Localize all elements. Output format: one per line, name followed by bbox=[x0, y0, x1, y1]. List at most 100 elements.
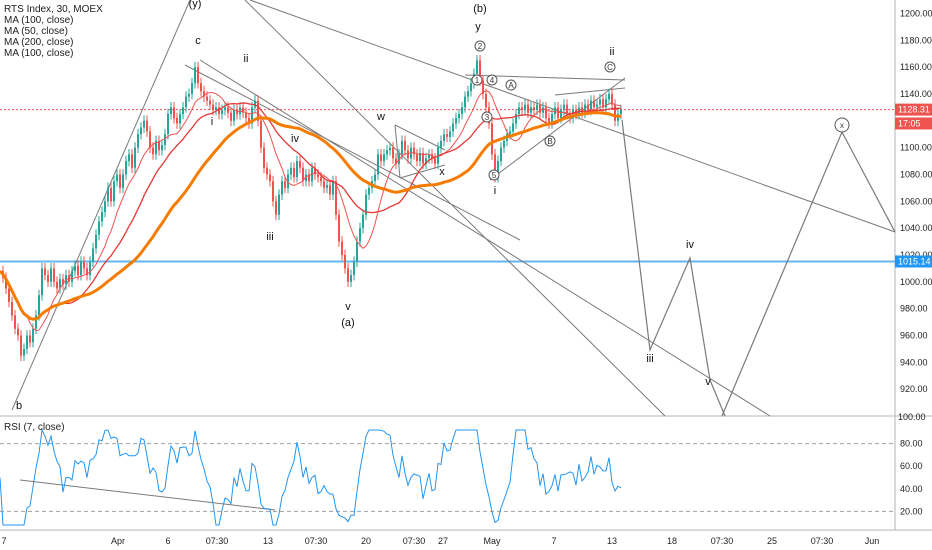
wave-label-12: i bbox=[494, 185, 496, 197]
symbol-title: RTS Index, 30, MOEX bbox=[4, 4, 103, 15]
candle-body-174 bbox=[521, 107, 523, 111]
rsi-tick-3: 80.00 bbox=[900, 439, 923, 449]
candle-body-81 bbox=[242, 107, 244, 113]
price-tick-13: 1180.00 bbox=[900, 35, 932, 45]
wave-label-7: v bbox=[345, 301, 351, 313]
candle-body-106 bbox=[317, 174, 319, 178]
candle-body-167 bbox=[500, 147, 502, 162]
circled-label-1: 1 bbox=[475, 76, 480, 85]
candle-body-168 bbox=[503, 140, 505, 148]
rsi-line bbox=[0, 428, 622, 526]
candle-body-42 bbox=[125, 161, 127, 175]
candle-body-12 bbox=[35, 315, 37, 329]
candle-body-15 bbox=[44, 268, 46, 276]
price-badge-1 bbox=[895, 117, 932, 130]
time-tick-2: 6 bbox=[165, 536, 170, 546]
candle-body-77 bbox=[230, 112, 232, 121]
candle-body-118 bbox=[353, 261, 355, 276]
candle-body-182 bbox=[545, 107, 547, 119]
candle-body-96 bbox=[287, 174, 289, 188]
candle-body-198 bbox=[593, 100, 595, 108]
candle-body-54 bbox=[161, 144, 163, 151]
candle-body-44 bbox=[131, 154, 133, 168]
candle-body-37 bbox=[110, 187, 112, 202]
circled-label-ring-0 bbox=[474, 40, 486, 52]
circled-label-ring-4 bbox=[488, 169, 500, 181]
rsi-tick-0: 20.00 bbox=[900, 506, 923, 516]
candle-body-5 bbox=[14, 315, 16, 329]
ma-100-line bbox=[0, 102, 622, 320]
candle-body-59 bbox=[176, 118, 178, 124]
time-tick-11: 13 bbox=[607, 536, 617, 546]
rsi-legend: RSI (7, close) bbox=[4, 422, 65, 433]
time-tick-15: 07:30 bbox=[811, 536, 834, 546]
candle-body-101 bbox=[302, 167, 304, 182]
candle-body-207 bbox=[620, 110, 622, 115]
circled-label-ring-3 bbox=[481, 111, 493, 123]
price-tick-3: 980.00 bbox=[900, 304, 928, 314]
candle-body-76 bbox=[227, 107, 229, 113]
candle-body-48 bbox=[143, 120, 145, 128]
candle-body-11 bbox=[32, 328, 34, 343]
candle-body-135 bbox=[404, 140, 406, 151]
candle-body-115 bbox=[344, 254, 346, 269]
candle-body-129 bbox=[386, 150, 388, 155]
price-tick-8: 1080.00 bbox=[900, 169, 932, 179]
candle-body-90 bbox=[269, 174, 271, 182]
candle-body-185 bbox=[554, 107, 556, 115]
chart-legend: RTS Index, 30, MOEX MA (100, close) MA (… bbox=[4, 4, 103, 59]
wave-label-14: iii bbox=[646, 353, 653, 365]
candle-body-49 bbox=[146, 120, 148, 132]
time-tick-16: Jun bbox=[865, 536, 880, 546]
circled-label-ring-1 bbox=[471, 74, 483, 86]
candle-body-28 bbox=[83, 261, 85, 269]
candle-body-204 bbox=[611, 93, 613, 105]
circled-label-4: 5 bbox=[492, 171, 497, 180]
candle-body-175 bbox=[524, 104, 526, 111]
price-badge-0 bbox=[895, 103, 932, 116]
candle-body-165 bbox=[494, 154, 496, 178]
candle-body-50 bbox=[149, 131, 151, 148]
wave-label-2: ii bbox=[244, 53, 249, 65]
candle-body-154 bbox=[461, 107, 463, 115]
time-tick-12: 18 bbox=[667, 536, 677, 546]
candle-body-34 bbox=[101, 212, 103, 222]
trend-line-3 bbox=[184, 64, 521, 241]
wave-label-6: w bbox=[376, 111, 385, 123]
candle-body-132 bbox=[395, 158, 397, 164]
candle-body-97 bbox=[290, 167, 292, 175]
candle-body-199 bbox=[596, 104, 598, 108]
wave-label-9: x bbox=[439, 166, 445, 178]
price-badge-label-2: 1015.14 bbox=[898, 256, 931, 266]
wave-label-8: (a) bbox=[341, 317, 354, 329]
candle-body-51 bbox=[152, 147, 154, 155]
candle-body-39 bbox=[116, 174, 118, 182]
rsi-tick-1: 40.00 bbox=[900, 484, 923, 494]
candle-body-111 bbox=[332, 181, 334, 195]
candle-body-20 bbox=[59, 279, 61, 289]
candle-body-94 bbox=[281, 181, 283, 195]
candle-body-24 bbox=[71, 271, 73, 282]
candle-body-3 bbox=[8, 288, 10, 302]
wave-label-15: iv bbox=[686, 239, 694, 251]
legend-ma-100: MA (100, close) bbox=[4, 15, 74, 26]
candle-body-18 bbox=[53, 268, 55, 282]
time-tick-7: 07:30 bbox=[403, 536, 426, 546]
candle-body-61 bbox=[182, 107, 184, 115]
circled-label-2: 4 bbox=[490, 76, 495, 85]
candle-body-46 bbox=[137, 134, 139, 148]
candle-body-83 bbox=[248, 118, 250, 124]
candle-body-127 bbox=[380, 154, 382, 162]
circled-label-6: B bbox=[547, 137, 552, 146]
candle-body-13 bbox=[38, 295, 40, 316]
candle-body-70 bbox=[209, 100, 211, 105]
time-tick-6: 20 bbox=[361, 536, 371, 546]
candle-body-40 bbox=[119, 174, 121, 188]
legend-ma-200: MA (200, close) bbox=[4, 37, 74, 48]
candle-body-60 bbox=[179, 114, 181, 124]
candle-body-80 bbox=[239, 107, 241, 115]
candle-body-139 bbox=[416, 154, 418, 162]
wave-label-13: ii bbox=[610, 46, 615, 58]
candle-body-53 bbox=[158, 140, 160, 151]
